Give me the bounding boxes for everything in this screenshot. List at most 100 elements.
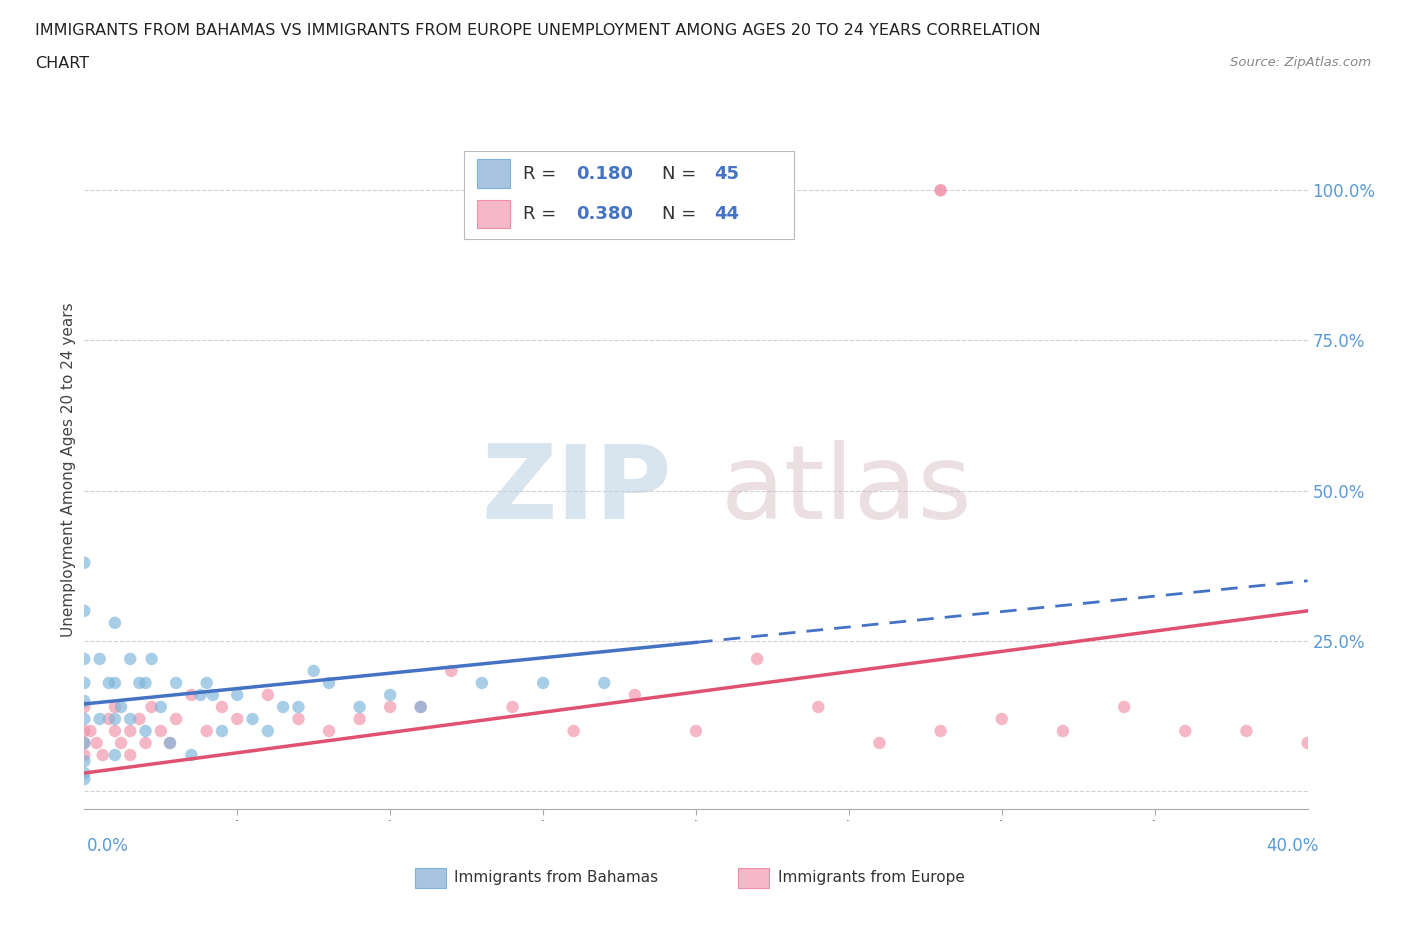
Point xyxy=(73,736,96,751)
Point xyxy=(747,651,769,666)
Point xyxy=(128,711,150,726)
Point xyxy=(562,724,585,738)
Point xyxy=(73,675,96,690)
Point xyxy=(104,748,127,763)
Point xyxy=(257,687,280,702)
Point xyxy=(471,675,494,690)
Point xyxy=(349,711,371,726)
Point xyxy=(165,675,187,690)
Point xyxy=(135,736,157,751)
Text: ZIP: ZIP xyxy=(481,440,672,540)
Point xyxy=(1114,699,1136,714)
Text: 44: 44 xyxy=(714,206,740,223)
Point xyxy=(73,772,96,787)
Point xyxy=(226,711,249,726)
Point xyxy=(242,711,264,726)
Point xyxy=(128,675,150,690)
Point xyxy=(318,675,340,690)
Point xyxy=(120,711,142,726)
Point xyxy=(73,736,96,751)
Point xyxy=(1174,724,1197,738)
Point xyxy=(104,699,127,714)
Text: R =: R = xyxy=(523,165,562,182)
Point xyxy=(807,699,830,714)
Point xyxy=(149,699,172,714)
Point xyxy=(929,183,952,198)
Point xyxy=(79,724,101,738)
Point xyxy=(73,765,96,780)
Point xyxy=(624,687,647,702)
Point xyxy=(531,675,554,690)
Text: 0.0%: 0.0% xyxy=(87,837,129,856)
Point xyxy=(302,663,325,678)
Point xyxy=(1234,724,1257,738)
Point xyxy=(120,651,142,666)
Point xyxy=(502,699,524,714)
Point xyxy=(349,699,371,714)
Point xyxy=(149,724,172,738)
Point xyxy=(226,687,249,702)
Text: Source: ZipAtlas.com: Source: ZipAtlas.com xyxy=(1230,56,1371,69)
Point xyxy=(869,736,891,751)
Point xyxy=(104,616,127,631)
Point xyxy=(271,699,294,714)
Point xyxy=(180,748,202,763)
Point xyxy=(110,699,132,714)
Point xyxy=(380,699,402,714)
Point xyxy=(991,711,1014,726)
Point xyxy=(89,651,111,666)
Text: R =: R = xyxy=(523,206,562,223)
Point xyxy=(159,736,181,751)
Point xyxy=(685,724,707,738)
Point xyxy=(97,675,120,690)
Point xyxy=(141,699,163,714)
Point xyxy=(318,724,340,738)
Point xyxy=(440,663,463,678)
Point xyxy=(159,736,181,751)
Point xyxy=(73,555,96,570)
Point xyxy=(593,675,616,690)
Point xyxy=(120,724,142,738)
Point xyxy=(380,687,402,702)
Point xyxy=(135,724,157,738)
Point xyxy=(165,711,187,726)
Point xyxy=(73,724,96,738)
Point xyxy=(73,694,96,709)
Point xyxy=(211,699,233,714)
Text: Immigrants from Europe: Immigrants from Europe xyxy=(778,870,965,885)
Point xyxy=(73,699,96,714)
Point xyxy=(141,651,163,666)
Point xyxy=(929,724,952,738)
Y-axis label: Unemployment Among Ages 20 to 24 years: Unemployment Among Ages 20 to 24 years xyxy=(60,302,76,637)
Point xyxy=(110,736,132,751)
Point xyxy=(73,753,96,768)
Bar xyxy=(477,200,510,228)
Point xyxy=(201,687,224,702)
Point xyxy=(73,748,96,763)
Text: 0.180: 0.180 xyxy=(576,165,633,182)
Text: N =: N = xyxy=(662,206,702,223)
Point xyxy=(195,724,218,738)
Point xyxy=(91,748,114,763)
Point xyxy=(73,711,96,726)
Point xyxy=(1052,724,1074,738)
Point xyxy=(190,687,212,702)
Text: Immigrants from Bahamas: Immigrants from Bahamas xyxy=(454,870,658,885)
Point xyxy=(211,724,233,738)
Point xyxy=(97,711,120,726)
Text: atlas: atlas xyxy=(720,440,972,540)
Text: 40.0%: 40.0% xyxy=(1267,837,1319,856)
Point xyxy=(135,675,157,690)
Point xyxy=(89,711,111,726)
Text: CHART: CHART xyxy=(35,56,89,71)
Point xyxy=(409,699,432,714)
Point xyxy=(73,651,96,666)
Point xyxy=(73,604,96,618)
Bar xyxy=(477,159,510,188)
Point xyxy=(287,699,309,714)
Text: N =: N = xyxy=(662,165,702,182)
Point xyxy=(104,675,127,690)
Point xyxy=(86,736,108,751)
Point xyxy=(195,675,218,690)
Text: IMMIGRANTS FROM BAHAMAS VS IMMIGRANTS FROM EUROPE UNEMPLOYMENT AMONG AGES 20 TO : IMMIGRANTS FROM BAHAMAS VS IMMIGRANTS FR… xyxy=(35,23,1040,38)
